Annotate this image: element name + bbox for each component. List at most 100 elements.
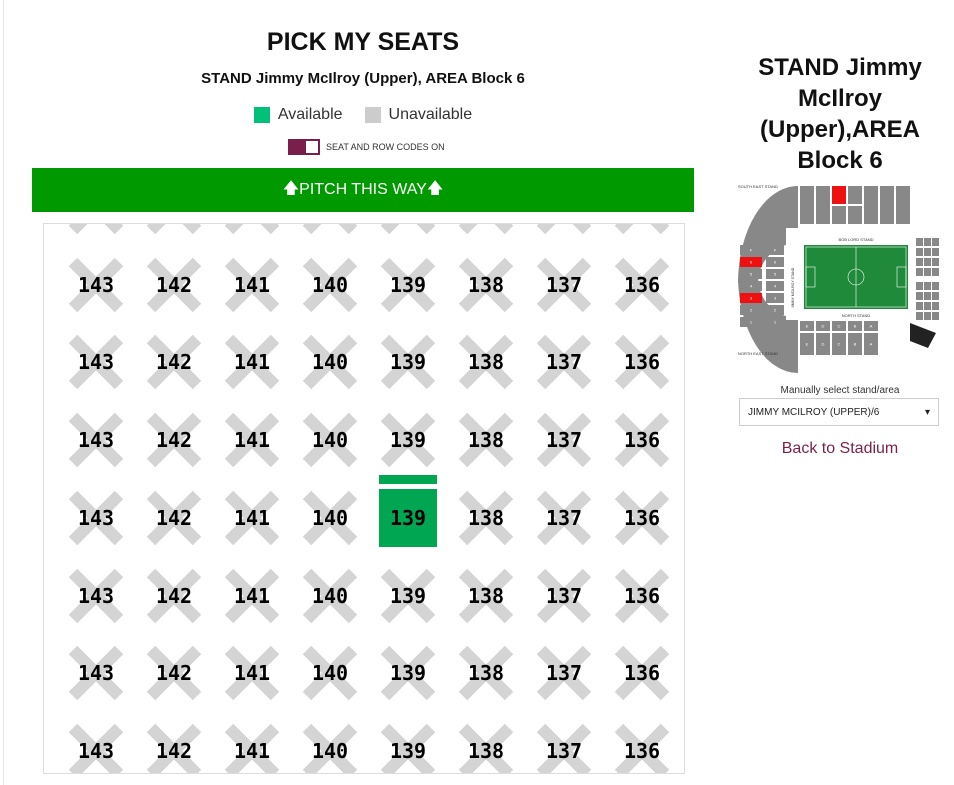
map-block[interactable] — [740, 245, 762, 255]
map-block[interactable] — [924, 312, 931, 320]
unavailable-x-icon — [224, 224, 280, 235]
map-block[interactable] — [740, 293, 762, 303]
map-block[interactable] — [848, 321, 862, 331]
map-block[interactable] — [932, 268, 939, 276]
map-block[interactable] — [916, 292, 923, 300]
seat-number: 139 — [389, 428, 427, 453]
map-block[interactable] — [932, 248, 939, 256]
map-block[interactable] — [766, 281, 784, 291]
arrow-up-icon: 🡅 — [282, 179, 300, 197]
seat-number: 141 — [233, 350, 271, 375]
map-block[interactable] — [924, 292, 931, 300]
map-block[interactable] — [832, 321, 846, 331]
map-block[interactable] — [766, 245, 784, 255]
map-block[interactable] — [880, 186, 894, 224]
map-block[interactable] — [848, 186, 862, 204]
map-block[interactable] — [916, 238, 923, 246]
unavailable-x-icon — [146, 224, 202, 235]
seat-number: 142 — [155, 428, 193, 453]
seat-number: 141 — [233, 428, 271, 453]
map-block[interactable] — [832, 333, 846, 355]
unavailable-x-icon — [146, 335, 202, 390]
seat-unavailable: 139 — [379, 644, 437, 702]
map-block[interactable] — [740, 281, 762, 291]
unavailable-x-icon — [380, 645, 436, 701]
map-block[interactable] — [924, 302, 931, 310]
map-block[interactable] — [848, 333, 862, 355]
map-block[interactable] — [800, 186, 814, 224]
map-block[interactable] — [740, 269, 762, 279]
page-subtitle: STAND Jimmy McIlroy (Upper), AREA Block … — [201, 70, 525, 87]
map-block[interactable] — [864, 321, 878, 331]
svg-text:B: B — [854, 342, 857, 347]
map-block[interactable] — [916, 248, 923, 256]
map-block[interactable] — [916, 258, 923, 266]
map-block[interactable] — [816, 186, 830, 224]
map-block[interactable] — [766, 293, 784, 303]
map-block[interactable] — [740, 257, 762, 267]
map-block[interactable] — [932, 292, 939, 300]
unavailable-x-icon — [68, 335, 124, 390]
map-block[interactable] — [932, 258, 939, 266]
seat-unavailable: 143 — [67, 567, 125, 625]
map-block[interactable] — [848, 206, 862, 224]
map-stand-label: JIMMY MCILROY STAND — [791, 267, 795, 308]
seat-number: 140 — [311, 738, 349, 763]
unavailable-x-icon — [536, 568, 592, 623]
map-block[interactable] — [924, 258, 931, 266]
map-block[interactable] — [766, 305, 784, 315]
stand-area-select[interactable]: JIMMY MCILROY (UPPER)/6 ▾ — [739, 398, 939, 426]
map-block[interactable] — [924, 268, 931, 276]
unavailable-x-icon — [224, 412, 280, 468]
back-to-stadium-link[interactable]: Back to Stadium — [781, 440, 899, 457]
map-block[interactable] — [832, 186, 846, 204]
seat-unavailable: 137 — [535, 644, 593, 702]
svg-text:D: D — [822, 324, 825, 329]
unavailable-x-icon — [302, 224, 358, 235]
seat-number: 137 — [545, 661, 583, 686]
map-block[interactable] — [916, 302, 923, 310]
map-block[interactable] — [800, 321, 814, 331]
map-block[interactable] — [916, 312, 923, 320]
map-block[interactable] — [832, 206, 846, 224]
map-block[interactable] — [740, 305, 762, 315]
map-stand-label: NORTH EAST STAND — [738, 351, 778, 356]
map-block[interactable] — [896, 186, 910, 224]
map-block[interactable] — [916, 268, 923, 276]
seat-number: 138 — [467, 428, 505, 453]
pitch-direction-banner: 🡅 PITCH THIS WAY 🡅 — [32, 168, 694, 212]
map-block[interactable] — [932, 302, 939, 310]
seat-unavailable: 138 — [457, 411, 515, 469]
map-block[interactable] — [864, 186, 878, 224]
unavailable-x-icon — [302, 723, 358, 773]
seat-grid[interactable]: 143 142 141 140 139 138 137 136 143 142 141 140 139 1… — [43, 223, 685, 774]
unavailable-x-icon — [68, 224, 124, 235]
map-block[interactable] — [932, 238, 939, 246]
map-block[interactable] — [924, 282, 931, 290]
map-block[interactable] — [766, 257, 784, 267]
unavailable-x-icon — [614, 490, 670, 546]
seat-unavailable: 141 — [223, 567, 281, 625]
seat-codes-toggle[interactable]: SEAT AND ROW CODES ON — [288, 139, 445, 155]
seat-number: 142 — [155, 505, 193, 530]
seat-unavailable: 143 — [67, 256, 125, 314]
seat-available[interactable]: 139 — [379, 474, 437, 547]
map-block[interactable] — [766, 317, 784, 327]
map-block[interactable] — [924, 248, 931, 256]
toggle-switch[interactable] — [288, 139, 320, 155]
map-block[interactable] — [932, 282, 939, 290]
svg-text:4: 4 — [774, 284, 777, 289]
map-block[interactable] — [816, 333, 830, 355]
seat-unavailable: 142 — [145, 567, 203, 625]
map-block[interactable] — [766, 269, 784, 279]
map-block[interactable] — [816, 321, 830, 331]
map-block[interactable] — [924, 238, 931, 246]
map-block[interactable] — [740, 317, 762, 327]
map-block[interactable] — [800, 333, 814, 355]
map-block[interactable] — [932, 312, 939, 320]
map-block[interactable] — [864, 333, 878, 355]
unavailable-x-icon — [536, 412, 592, 468]
map-block[interactable] — [916, 282, 923, 290]
legend-label: Available — [277, 106, 343, 123]
